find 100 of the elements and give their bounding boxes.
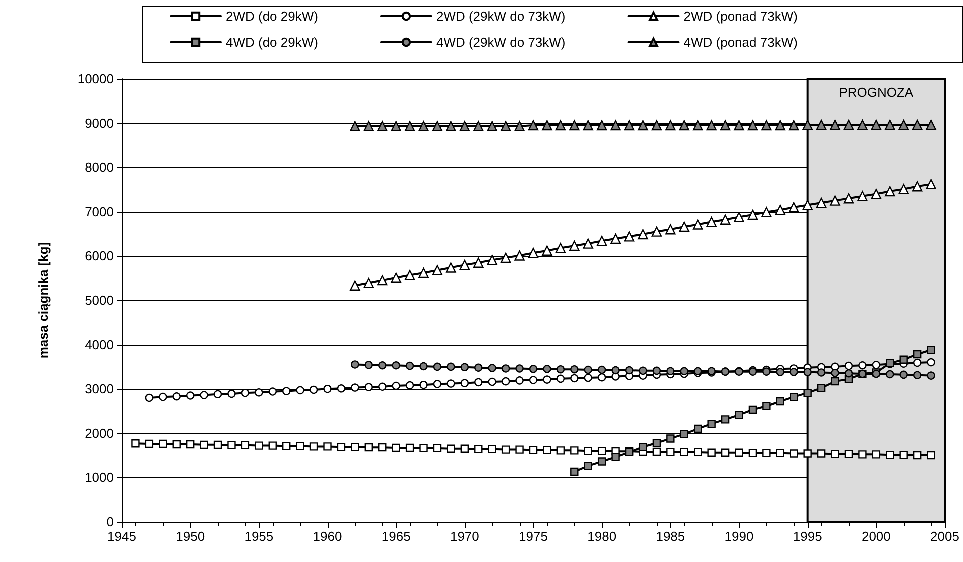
point bbox=[804, 388, 812, 398]
point bbox=[898, 120, 909, 130]
x-tick-label: 1970 bbox=[450, 529, 480, 544]
point bbox=[337, 443, 346, 452]
point bbox=[460, 379, 470, 388]
point bbox=[487, 255, 498, 266]
point bbox=[598, 447, 606, 456]
point bbox=[610, 120, 621, 131]
point bbox=[378, 362, 387, 370]
point bbox=[364, 121, 374, 132]
point bbox=[186, 440, 195, 449]
x-tick-label: 1980 bbox=[588, 529, 617, 544]
point bbox=[543, 365, 552, 374]
point bbox=[762, 120, 772, 131]
point bbox=[652, 439, 662, 448]
y-axis-title: masa ciągnika [kg] bbox=[36, 242, 51, 359]
point bbox=[378, 275, 388, 286]
point bbox=[516, 446, 524, 454]
point bbox=[432, 265, 443, 276]
point bbox=[392, 382, 400, 390]
x-tick-label: 1960 bbox=[313, 529, 342, 544]
point bbox=[886, 451, 894, 460]
point bbox=[734, 120, 744, 131]
legend-label: 2WD (ponad 73kW) bbox=[684, 9, 798, 24]
point bbox=[529, 376, 538, 384]
y-tick-label: 1000 bbox=[85, 470, 114, 486]
point bbox=[460, 444, 470, 454]
point bbox=[721, 448, 730, 457]
point bbox=[241, 441, 250, 450]
point bbox=[775, 205, 786, 216]
x-tick-label: 1985 bbox=[656, 529, 686, 544]
point bbox=[831, 377, 840, 386]
point bbox=[748, 449, 758, 458]
point bbox=[900, 370, 908, 380]
point bbox=[570, 120, 580, 131]
point bbox=[350, 280, 360, 291]
point bbox=[474, 378, 483, 387]
point bbox=[762, 207, 772, 218]
point bbox=[214, 390, 222, 399]
point bbox=[844, 362, 854, 370]
point bbox=[228, 441, 236, 450]
y-tick-label: 10000 bbox=[78, 72, 114, 86]
point bbox=[528, 120, 539, 131]
point bbox=[529, 446, 538, 454]
point bbox=[844, 450, 854, 458]
point bbox=[694, 424, 702, 434]
point bbox=[364, 278, 374, 288]
point bbox=[816, 120, 827, 130]
point bbox=[926, 120, 936, 130]
point bbox=[351, 443, 360, 452]
point bbox=[447, 362, 456, 372]
point bbox=[172, 392, 181, 401]
point bbox=[680, 448, 688, 457]
point bbox=[872, 450, 881, 459]
point bbox=[404, 270, 416, 280]
point bbox=[460, 121, 470, 132]
point bbox=[570, 240, 580, 252]
point bbox=[666, 367, 675, 376]
point bbox=[789, 120, 800, 131]
point bbox=[502, 364, 510, 373]
point bbox=[830, 196, 840, 206]
point bbox=[324, 442, 332, 451]
point bbox=[802, 120, 813, 130]
point bbox=[666, 120, 676, 131]
point bbox=[145, 440, 154, 448]
point bbox=[735, 411, 744, 420]
point bbox=[528, 248, 539, 258]
point bbox=[776, 368, 784, 376]
point bbox=[927, 451, 936, 460]
point bbox=[487, 121, 498, 132]
point bbox=[666, 224, 676, 235]
point bbox=[652, 448, 662, 456]
point bbox=[912, 182, 923, 192]
legend-label: 2WD (29kW do 73kW) bbox=[436, 9, 566, 24]
point bbox=[255, 388, 264, 397]
point bbox=[310, 386, 318, 394]
point bbox=[351, 384, 360, 392]
point bbox=[789, 202, 800, 213]
point bbox=[693, 120, 704, 131]
point bbox=[500, 121, 512, 132]
point bbox=[433, 362, 442, 372]
y-tick-label: 9000 bbox=[85, 116, 114, 131]
point bbox=[762, 449, 771, 458]
point bbox=[720, 214, 731, 225]
point bbox=[556, 243, 566, 254]
point bbox=[447, 444, 456, 454]
point bbox=[612, 366, 620, 375]
point bbox=[392, 362, 400, 370]
point bbox=[282, 387, 291, 396]
point bbox=[584, 447, 592, 456]
point bbox=[927, 372, 936, 380]
point bbox=[598, 458, 606, 466]
point bbox=[694, 448, 702, 457]
point bbox=[831, 450, 840, 458]
point bbox=[474, 121, 484, 132]
point bbox=[913, 358, 922, 368]
point bbox=[420, 362, 428, 371]
point bbox=[708, 448, 716, 457]
point bbox=[543, 376, 552, 384]
point bbox=[516, 364, 524, 373]
